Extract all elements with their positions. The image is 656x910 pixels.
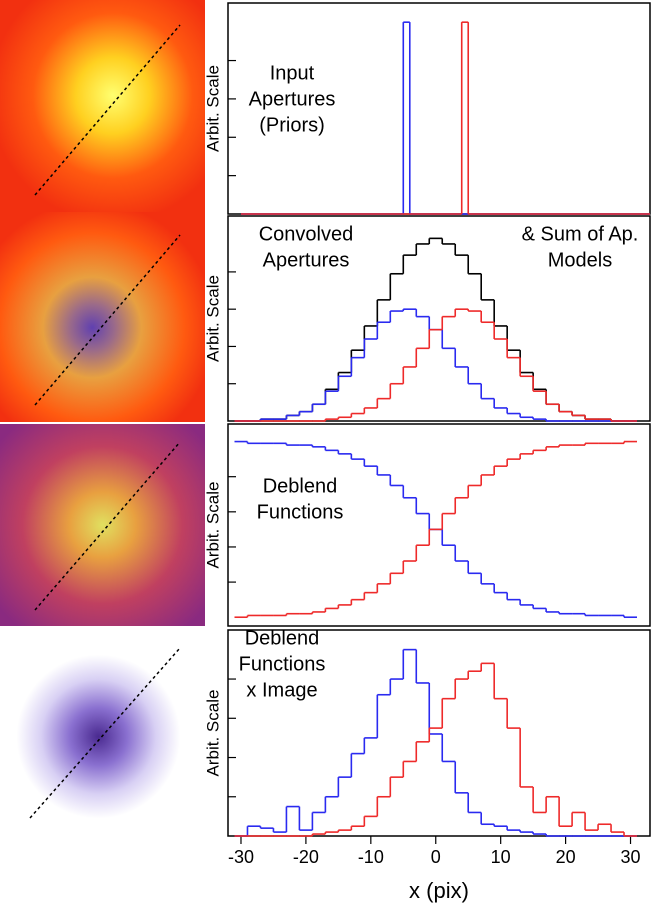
series [234, 662, 638, 837]
source-images [0, 0, 205, 835]
annotation: Deblend [263, 475, 338, 497]
y-axis-label: Arbit. Scale [203, 690, 222, 777]
step-riser [460, 22, 470, 214]
y-axis-label: Arbit. Scale [203, 482, 222, 569]
plot-frame [227, 215, 651, 422]
annotation: Convolved [259, 223, 354, 245]
annotation: Deblend [245, 627, 320, 649]
image-product [0, 630, 205, 835]
plots: Arbit. Scale Input Apertures (Priors) Arbit.… [203, 2, 651, 903]
x-tick-label: -10 [358, 847, 384, 867]
annotation: x Image [246, 679, 317, 701]
x-tick-label: 30 [621, 847, 641, 867]
annotation: (Priors) [259, 114, 325, 136]
x-tick-label: -20 [293, 847, 319, 867]
step-riser [259, 309, 547, 421]
cut-line [34, 234, 181, 406]
annotation: Functions [239, 653, 326, 675]
cut-line [29, 647, 181, 819]
step-riser [324, 309, 612, 421]
series [234, 648, 638, 837]
image-convolved [0, 212, 205, 422]
x-axis-label: x (pix) [409, 878, 469, 903]
step-riser [246, 441, 625, 618]
step-riser [402, 22, 411, 214]
series [234, 308, 638, 422]
step-riser [246, 649, 547, 836]
series [240, 21, 650, 215]
x-tick-label: 10 [491, 847, 511, 867]
x-tick-label: 20 [556, 847, 576, 867]
x-tick-label: 0 [431, 847, 441, 867]
series [234, 308, 638, 422]
annotation: Models [548, 249, 612, 271]
annotation: Input [270, 62, 315, 84]
step-riser [311, 663, 625, 836]
annotation: Functions [257, 501, 344, 523]
cut-line [34, 24, 181, 196]
series [234, 440, 638, 619]
x-tick-label: -30 [228, 847, 254, 867]
annotation: Apertures [249, 88, 336, 110]
image-priors [0, 0, 205, 212]
cut-line [34, 441, 181, 611]
image-deblend [0, 424, 205, 626]
diagonal-cuts [29, 24, 181, 819]
plot-frame [227, 629, 651, 837]
y-axis-label: Arbit. Scale [203, 275, 222, 362]
plot-frame [227, 423, 651, 627]
step-riser [246, 441, 625, 618]
annotation: Apertures [263, 249, 350, 271]
y-axis-label: Arbit. Scale [203, 65, 222, 152]
annotation: & Sum of Ap. [522, 223, 639, 245]
